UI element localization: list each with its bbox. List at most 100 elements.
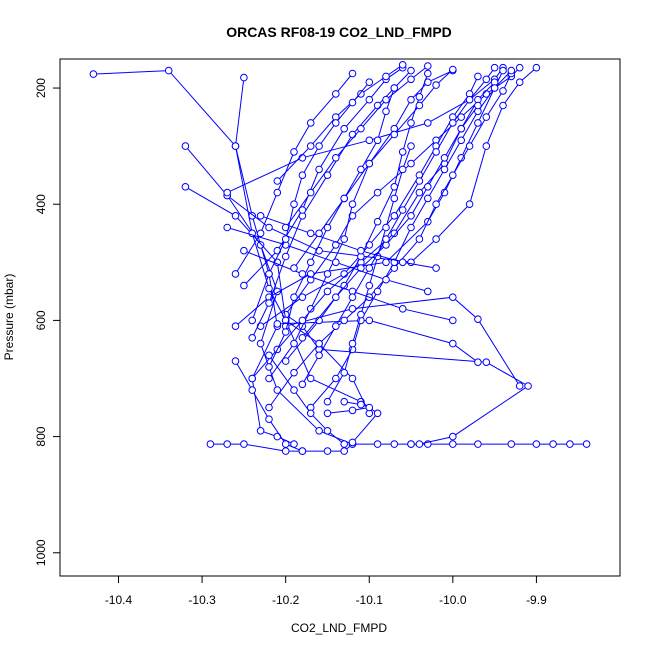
data-point — [365, 316, 374, 325]
data-point — [348, 293, 357, 302]
series-3 — [89, 66, 298, 448]
data-point — [223, 223, 231, 232]
data-point — [365, 78, 374, 86]
series-2 — [281, 63, 532, 448]
data-point — [357, 90, 365, 98]
series-32 — [290, 65, 457, 272]
data-point — [407, 223, 415, 232]
data-point — [382, 95, 390, 104]
y-axis: 200 400 600 800 1000 — [34, 78, 60, 566]
data-point — [398, 305, 407, 313]
data-point — [415, 93, 424, 101]
y-tick-label: 800 — [34, 426, 48, 446]
data-point — [332, 90, 340, 98]
data-point — [373, 409, 382, 418]
data-point — [373, 217, 382, 226]
data-point — [348, 69, 357, 78]
series-34 — [298, 63, 499, 389]
data-point — [449, 171, 457, 179]
data-point — [281, 357, 290, 365]
data-point — [273, 188, 282, 197]
data-point — [256, 212, 265, 220]
series-19 — [306, 66, 516, 412]
data-point — [474, 358, 482, 367]
data-point — [507, 66, 516, 75]
data-point — [231, 322, 240, 331]
data-point — [348, 98, 357, 107]
series-6 — [223, 63, 541, 267]
series-18 — [265, 69, 516, 412]
data-point — [306, 305, 315, 313]
data-point — [582, 440, 591, 448]
y-tick-label: 1000 — [34, 539, 48, 566]
data-point — [348, 438, 357, 447]
data-point — [415, 235, 424, 243]
data-point — [256, 241, 265, 249]
series-9 — [281, 293, 524, 390]
data-point — [415, 440, 424, 448]
data-point — [231, 142, 240, 150]
data-point — [407, 159, 415, 168]
data-point — [256, 427, 265, 435]
data-point — [365, 403, 374, 412]
data-point — [315, 229, 323, 238]
data-point — [474, 101, 482, 110]
series-1 — [206, 440, 591, 455]
data-point — [407, 95, 415, 104]
data-point — [298, 171, 307, 179]
data-point — [482, 75, 491, 84]
data-point — [449, 119, 457, 127]
x-tick-label: -10.2 — [272, 593, 300, 607]
x-tick-label: -10.3 — [188, 593, 216, 607]
data-point — [281, 328, 290, 336]
data-point — [298, 270, 307, 278]
data-point — [398, 206, 407, 214]
data-point — [332, 322, 340, 331]
x-axis-label: CO2_LND_FMPD — [291, 621, 387, 635]
data-point — [231, 212, 240, 220]
data-point — [432, 264, 440, 272]
data-point — [290, 264, 298, 272]
data-point — [281, 235, 290, 243]
data-point — [265, 415, 273, 424]
data-point — [449, 432, 457, 441]
data-point — [265, 351, 273, 360]
data-point — [415, 188, 424, 197]
data-point — [507, 440, 516, 448]
data-point — [281, 447, 290, 455]
x-tick-label: -9.9 — [526, 593, 547, 607]
data-point — [390, 229, 399, 238]
y-tick-label: 200 — [34, 78, 48, 98]
data-point — [474, 440, 482, 448]
data-point — [298, 316, 307, 325]
x-tick-label: -10.0 — [439, 593, 467, 607]
data-point — [382, 275, 390, 284]
data-point — [315, 427, 323, 435]
data-point — [340, 397, 349, 406]
series-31 — [281, 62, 432, 232]
series-16 — [231, 69, 357, 278]
data-point — [323, 171, 332, 179]
data-point — [315, 165, 323, 174]
data-point — [298, 380, 307, 389]
data-point — [181, 142, 190, 150]
data-point — [382, 107, 390, 116]
data-point — [89, 70, 98, 78]
data-point — [482, 358, 491, 367]
data-point — [398, 61, 407, 69]
series-line — [277, 319, 479, 363]
series-28 — [223, 223, 432, 296]
data-point — [382, 235, 390, 243]
series-line — [227, 227, 428, 292]
data-point — [348, 339, 357, 348]
series-line — [284, 67, 530, 445]
series-layer — [89, 61, 591, 455]
data-point — [424, 194, 432, 203]
data-point — [340, 194, 349, 203]
data-point — [474, 72, 482, 81]
data-point — [281, 440, 290, 448]
series-22 — [323, 142, 415, 406]
data-point — [482, 113, 491, 121]
data-point — [398, 148, 407, 156]
